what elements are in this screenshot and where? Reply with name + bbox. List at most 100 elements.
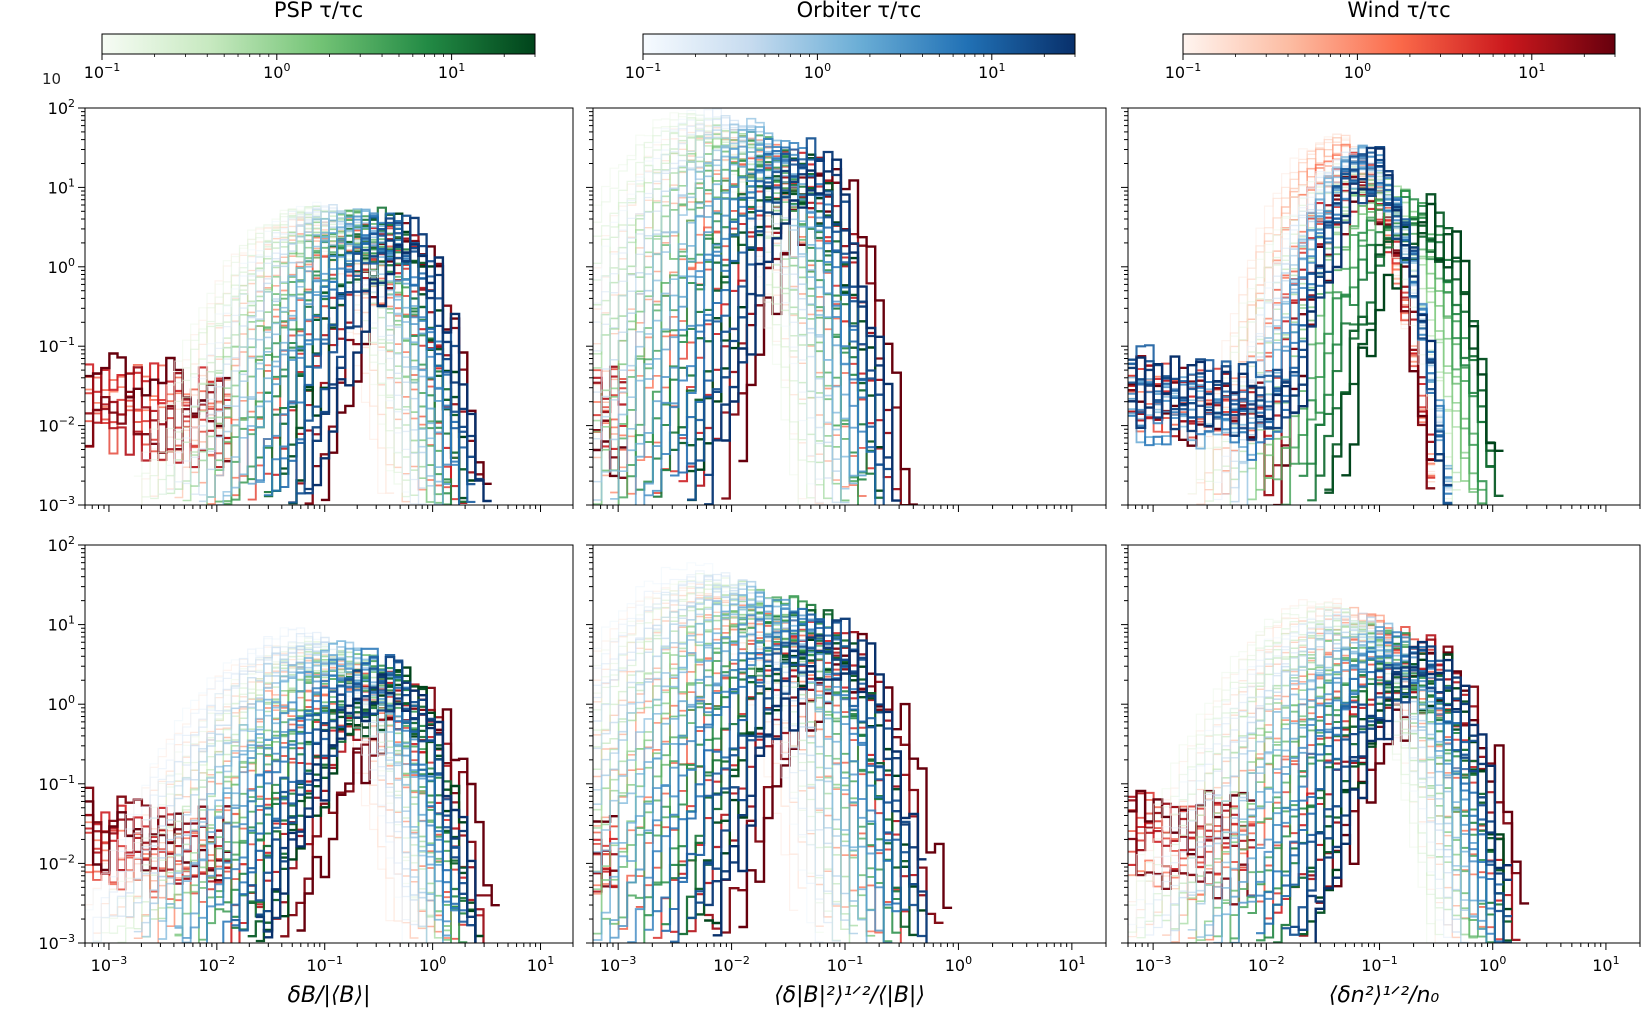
histogram-orbiter-2 bbox=[593, 572, 824, 900]
y-tick-label: 10−1 bbox=[38, 773, 75, 794]
histogram-orbiter-12 bbox=[182, 655, 451, 939]
histogram-orbiter-21 bbox=[712, 642, 927, 937]
colorbar-gradient bbox=[1182, 33, 1616, 55]
colorbar-tick-label: 10−1 bbox=[625, 61, 662, 82]
colorbar-tick-label: 101 bbox=[1518, 61, 1545, 82]
histogram-orbiter-19 bbox=[304, 217, 476, 495]
x-axis-label-3: ⟨δn²⟩¹ᐟ²/n₀ bbox=[1329, 983, 1440, 1008]
histogram-psp-18 bbox=[263, 222, 468, 503]
histogram-psp-19 bbox=[1324, 211, 1504, 497]
histogram-orbiter-1 bbox=[593, 108, 824, 503]
y-tick-label: 10−3 bbox=[38, 932, 75, 953]
panel-top-1: 10−3 10−2 10−1 100 101 102 bbox=[38, 97, 574, 515]
histogram-wind-6 bbox=[593, 604, 858, 895]
x-tick-label: 10−3 bbox=[600, 954, 637, 975]
histogram-lines bbox=[85, 627, 500, 943]
histogram-psp-7 bbox=[593, 594, 858, 927]
histogram-psp-3 bbox=[593, 584, 841, 941]
histogram-lines bbox=[593, 562, 953, 943]
histogram-orbiter-19 bbox=[1128, 145, 1444, 427]
histogram-psp-21 bbox=[1341, 202, 1504, 477]
histogram-orbiter-2 bbox=[93, 631, 411, 943]
histogram-orbiter-19 bbox=[255, 655, 476, 927]
histogram-lines bbox=[593, 108, 918, 505]
x-tick-label: 10−2 bbox=[199, 954, 236, 975]
panel-bottom-2: 10−3 10−2 10−1 100 101 bbox=[586, 544, 1107, 975]
histogram-psp-9 bbox=[593, 137, 841, 485]
histogram-orbiter-10 bbox=[174, 640, 443, 927]
histogram-orbiter-17 bbox=[288, 234, 476, 504]
y-tick-label: 10−2 bbox=[38, 415, 75, 436]
x-tick-label: 101 bbox=[1592, 954, 1619, 975]
colorbar-2: Orbiter τ/τc 10−1 100 101 bbox=[625, 0, 1076, 82]
histogram-orbiter-1 bbox=[1136, 615, 1453, 939]
histogram-orbiter-11 bbox=[627, 130, 858, 505]
histogram-wind-9 bbox=[85, 216, 451, 501]
histogram-wind-4 bbox=[1213, 148, 1436, 495]
histogram-orbiter-20 bbox=[704, 617, 928, 943]
x-tick-label: 10−2 bbox=[1248, 954, 1285, 975]
colorbar-title: PSP τ/τc bbox=[274, 0, 363, 22]
colorbar-gradient bbox=[642, 33, 1076, 55]
histogram-psp-10 bbox=[1213, 636, 1478, 939]
colorbar-title: Orbiter τ/τc bbox=[797, 0, 922, 22]
x-tick-label: 100 bbox=[419, 954, 446, 975]
x-axis-label-2: ⟨δ|B|²⟩¹ᐟ²/⟨|B|⟩ bbox=[774, 983, 925, 1008]
histogram-wind-15 bbox=[593, 632, 953, 929]
histogram-orbiter-9 bbox=[593, 585, 867, 921]
panel-top-3 bbox=[1121, 107, 1641, 512]
histogram-orbiter-10 bbox=[627, 126, 858, 485]
histogram-orbiter-21 bbox=[1128, 147, 1444, 462]
histogram-orbiter-7 bbox=[1238, 147, 1453, 482]
edge-fragment: 10 bbox=[42, 70, 61, 88]
y-tick-label: 100 bbox=[48, 693, 75, 714]
histogram-psp-10 bbox=[593, 588, 876, 937]
histogram-orbiter-13 bbox=[627, 604, 893, 943]
histogram-orbiter-21 bbox=[1314, 640, 1512, 943]
histogram-orbiter-21 bbox=[721, 158, 901, 502]
histogram-wind-1 bbox=[593, 583, 807, 889]
histogram-orbiter-10 bbox=[1213, 630, 1478, 943]
histogram-orbiter-12 bbox=[643, 139, 867, 505]
y-tick-label: 10−3 bbox=[38, 494, 75, 515]
histogram-psp-3 bbox=[150, 206, 411, 500]
histogram-lines bbox=[1128, 133, 1504, 505]
colorbar-tick-label: 101 bbox=[438, 61, 465, 82]
x-tick-label: 101 bbox=[527, 954, 554, 975]
x-tick-label: 10−1 bbox=[306, 954, 343, 975]
histogram-psp-21 bbox=[280, 666, 484, 938]
colorbar-1: PSP τ/τc 10−1 100 101 bbox=[84, 0, 536, 82]
histogram-psp-1 bbox=[141, 207, 403, 505]
y-tick-label: 10−2 bbox=[38, 852, 75, 873]
y-tick-label: 100 bbox=[48, 256, 75, 277]
histogram-orbiter-6 bbox=[1187, 616, 1470, 943]
histogram-psp-16 bbox=[652, 153, 867, 481]
histogram-orbiter-21 bbox=[312, 243, 492, 503]
histogram-orbiter-9 bbox=[223, 212, 443, 497]
axes-frame bbox=[592, 107, 1107, 506]
axes-frame bbox=[84, 544, 574, 944]
y-tick-label: 10−1 bbox=[38, 335, 75, 356]
x-axis-labels: δB/|⟨B⟩| ⟨δ|B|²⟩¹ᐟ²/⟨|B|⟩ ⟨δn²⟩¹ᐟ²/n₀ bbox=[287, 983, 1439, 1008]
histogram-psp-17 bbox=[1273, 661, 1504, 943]
colorbar-tick-label: 101 bbox=[978, 61, 1005, 82]
histogram-orbiter-16 bbox=[231, 677, 468, 927]
axes-frame bbox=[84, 107, 574, 506]
histogram-psp-18 bbox=[1290, 649, 1504, 895]
histogram-wind-7 bbox=[85, 663, 451, 939]
histogram-psp-6 bbox=[1170, 623, 1453, 930]
histogram-orbiter-14 bbox=[644, 617, 893, 931]
colorbar-tick-label: 100 bbox=[804, 61, 831, 82]
histogram-orbiter-20 bbox=[1307, 645, 1512, 903]
colorbar-gradient bbox=[101, 33, 536, 55]
histogram-orbiter-4 bbox=[117, 636, 419, 917]
x-tick-label: 101 bbox=[1058, 954, 1085, 975]
histogram-orbiter-19 bbox=[695, 642, 927, 938]
y-tick-label: 101 bbox=[48, 176, 75, 197]
y-tick-label: 102 bbox=[48, 97, 75, 118]
histogram-orbiter-15 bbox=[652, 620, 901, 913]
histogram-psp-20 bbox=[255, 674, 476, 943]
